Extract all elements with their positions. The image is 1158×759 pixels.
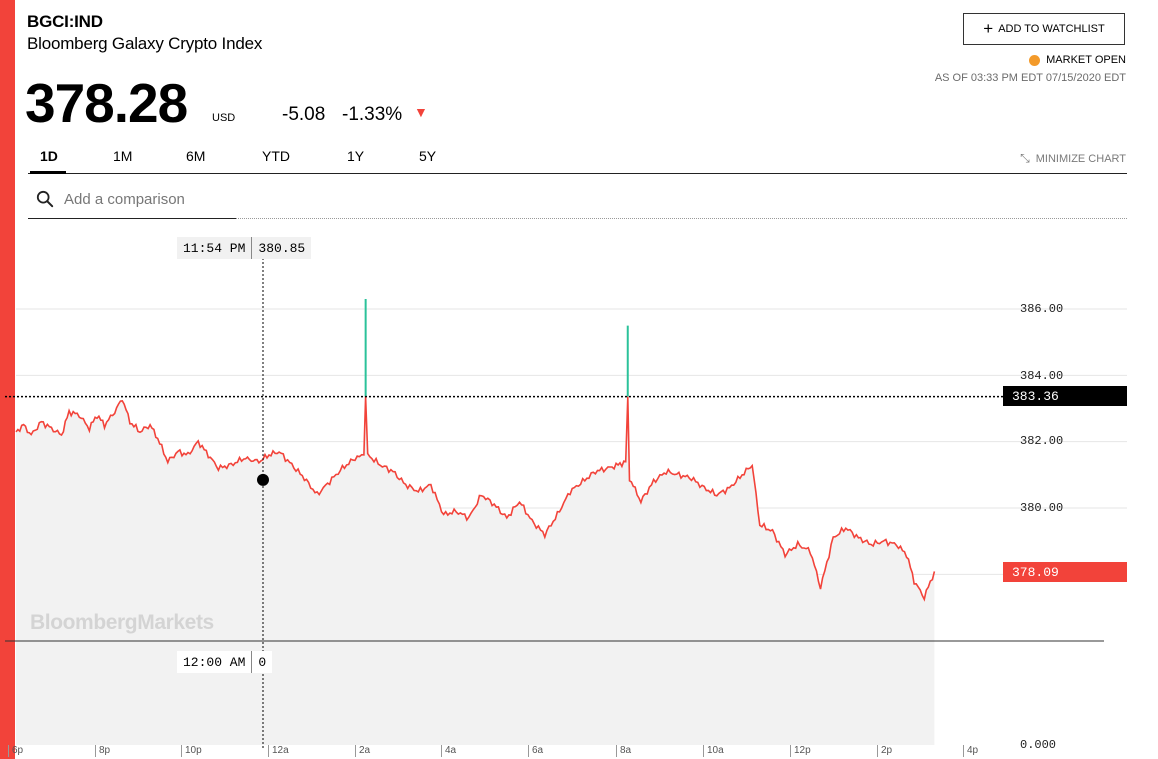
search-divider	[236, 218, 1127, 219]
tooltip-separator	[251, 651, 253, 673]
price-tooltip-time: 11:54 PM	[183, 240, 246, 256]
tab-6m[interactable]: 6M	[186, 148, 206, 164]
price-area-fill	[16, 396, 935, 745]
tooltip-separator	[251, 237, 253, 259]
price-change-percent: -1.33%	[342, 104, 403, 125]
tab-ytd[interactable]: YTD	[262, 148, 290, 164]
currency-label: USD	[212, 112, 236, 124]
tabs-divider	[28, 173, 1127, 174]
y-tick-label: 386.00	[1020, 302, 1064, 316]
market-status-dot-icon	[1029, 54, 1041, 66]
volume-tooltip-value: 0	[258, 654, 267, 670]
down-triangle-icon: ▼	[414, 104, 428, 120]
x-tick-label: 8p	[95, 745, 110, 757]
volume-tooltip-time: 12:00 AM	[183, 654, 246, 670]
active-tab-indicator	[30, 171, 66, 174]
price-tooltip: 11:54 PM 380.85	[177, 237, 312, 259]
plus-icon: +	[983, 19, 994, 38]
volume-tick-label: 0.000	[1020, 738, 1057, 752]
add-to-watchlist-button[interactable]: + ADD TO WATCHLIST	[963, 13, 1125, 45]
x-tick-label: 10p	[181, 745, 202, 757]
tab-5y[interactable]: 5Y	[419, 148, 437, 164]
x-tick-label: 12p	[790, 745, 811, 757]
x-tick-label: 4p	[963, 745, 978, 757]
minimize-arrows-icon: ⤡	[1020, 151, 1030, 165]
tab-1d[interactable]: 1D	[40, 148, 58, 164]
price-change: -5.08	[282, 104, 326, 125]
bloomberg-markets-watermark: BloombergMarkets	[30, 611, 214, 634]
last-price-label: 378.09	[1003, 562, 1127, 582]
x-tick-label: 2a	[355, 745, 370, 757]
crosshair-value-label: 383.36	[1003, 386, 1127, 406]
add-to-watchlist-label: ADD TO WATCHLIST	[998, 23, 1105, 35]
y-tick-label: 384.00	[1020, 369, 1064, 383]
y-tick-label: 380.00	[1020, 501, 1064, 515]
ticker-symbol: BGCI:IND	[27, 12, 103, 31]
x-tick-label: 10a	[703, 745, 724, 757]
tab-1y[interactable]: 1Y	[347, 148, 365, 164]
accent-bar	[0, 0, 15, 759]
comparison-search	[28, 180, 236, 219]
current-price: 378.28	[25, 72, 188, 134]
price-tooltip-value: 380.85	[258, 240, 306, 256]
market-status: MARKET OPEN	[1029, 54, 1126, 66]
volume-tooltip: 12:00 AM 0	[177, 651, 273, 673]
price-line	[15, 396, 936, 602]
x-tick-label: 6p	[8, 745, 23, 757]
y-tick-label: 382.00	[1020, 434, 1064, 448]
crosshair-point	[257, 473, 269, 486]
tab-1m[interactable]: 1M	[113, 148, 133, 164]
price-spikes	[364, 299, 629, 397]
x-tick-label: 4a	[441, 745, 456, 757]
index-name: Bloomberg Galaxy Crypto Index	[27, 34, 263, 53]
comparison-search-input[interactable]	[62, 189, 236, 209]
x-tick-label: 12a	[268, 745, 289, 757]
x-tick-label: 6a	[528, 745, 543, 757]
x-tick-label: 8a	[616, 745, 631, 757]
market-status-label: MARKET OPEN	[1046, 54, 1126, 66]
x-tick-label: 2p	[877, 745, 892, 757]
minimize-chart-button[interactable]: ⤡ MINIMIZE CHART	[1020, 151, 1126, 166]
minimize-chart-label: MINIMIZE CHART	[1035, 152, 1126, 165]
as-of-timestamp: AS OF 03:33 PM EDT 07/15/2020 EDT	[934, 72, 1126, 84]
search-icon	[36, 190, 54, 208]
